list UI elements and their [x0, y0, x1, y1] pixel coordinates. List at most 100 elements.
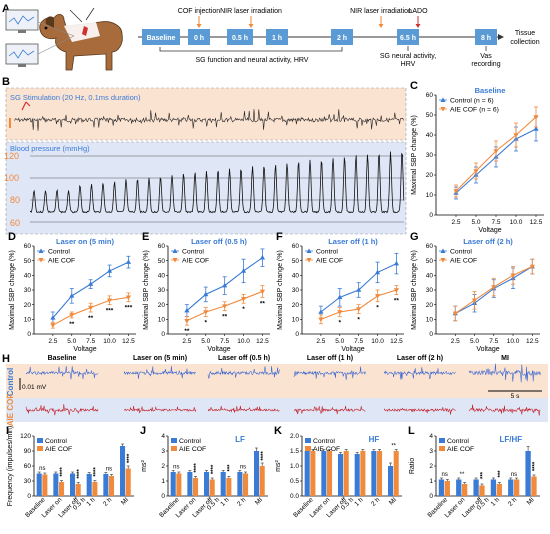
timeline-bottom-label: Vas	[480, 53, 492, 60]
x-tick-label: 2 h	[370, 496, 382, 508]
legend-label-aie: AIE COF	[48, 257, 75, 264]
significance-label: ****	[261, 451, 267, 461]
x-tick-label: 12.5	[256, 338, 269, 345]
y-tick-label: 60	[24, 463, 32, 470]
x-tick-label: 2.5	[316, 338, 325, 345]
y-tick-label: 1.5	[290, 448, 299, 455]
legend-swatch-control	[171, 438, 177, 443]
timeline-bottom-label: recording	[471, 61, 500, 68]
data-point	[222, 283, 227, 288]
y-tick-label: 60	[426, 243, 434, 250]
chart-title: LF	[235, 435, 245, 444]
monitor-icon-top	[6, 10, 38, 33]
row-label-aie: AIE COF	[6, 394, 15, 427]
panel-letter-b: B	[2, 76, 10, 88]
legend-label-aie: AIE COF (n = 6)	[450, 106, 499, 113]
y-tick-label: 50	[426, 258, 434, 265]
chart-panel-g: G Laser off (2 h) 0 10 20 30 40 50 60 2.5 5.0 7.5 10…	[410, 231, 540, 353]
y-axis-label: ms²	[275, 460, 282, 472]
chart-panel-f: F Laser off (1 h)01020304050602.5 5.0 7.5 10…	[276, 231, 404, 353]
y-tick-label: 90	[24, 448, 32, 455]
x-tick-label: 1 h	[219, 496, 231, 508]
column-header: MI	[501, 355, 509, 362]
y-tick-label: 50	[426, 112, 434, 119]
y-tick-label: 40	[292, 273, 300, 280]
timeline-arrowhead-icon	[249, 24, 254, 28]
timeline-bracket	[160, 47, 342, 51]
legend-label-aie: AIE COF	[447, 446, 474, 453]
y-axis-label: Ratio	[409, 458, 416, 474]
chart-panel-j: JLF01234ms² nsBaseline****Laser on****Las…	[140, 425, 268, 519]
bar	[360, 451, 365, 496]
y-tick-label: 20	[426, 172, 434, 179]
row-label-control: Control	[6, 368, 15, 396]
x-tick-label: 10.0	[103, 338, 116, 345]
y-axis-label: Maximal SBP change (%)	[143, 250, 150, 330]
y-tick-label: 3	[429, 448, 433, 455]
bar	[70, 474, 75, 497]
bar	[355, 454, 360, 496]
legend-label-aie: AIE COF	[313, 446, 340, 453]
bar	[126, 469, 131, 497]
bar	[42, 475, 47, 497]
bar	[462, 484, 467, 496]
y-tick-label: 40	[426, 273, 434, 280]
neural-activity-panel: HControlAIE COFBaseline Laser on (5 min) L…	[2, 353, 548, 426]
blood-pressure-title: Blood pressure (mmHg)	[10, 144, 90, 153]
y-axis-label: ms²	[141, 460, 148, 472]
legend-swatch-aie	[171, 446, 177, 451]
timeline-arrowhead-icon	[416, 24, 421, 28]
bar	[508, 480, 513, 497]
x-tick-label: 5.0	[471, 219, 480, 226]
significance-label: ****	[211, 464, 217, 474]
legend-label-control: Control	[182, 248, 204, 255]
x-tick-label: 5.0	[67, 338, 76, 345]
bp-tick-label: 60	[10, 218, 20, 228]
x-axis-label: Voltage	[478, 227, 501, 234]
bar	[221, 472, 226, 496]
timeline-box-label: 0 h	[194, 35, 204, 42]
significance-label: ns	[511, 472, 517, 478]
significance-label: **	[69, 321, 75, 328]
legend-label-control: Control	[316, 248, 338, 255]
x-tick-label: 10.0	[510, 219, 523, 226]
panel-letter: F	[276, 231, 283, 243]
timeline-box-label: Baseline	[147, 35, 176, 42]
significance-label: *	[242, 306, 245, 313]
x-tick-label: 12.5	[122, 338, 135, 345]
y-tick-label: 60	[426, 92, 434, 99]
timeline-top-label: LADO	[408, 8, 428, 15]
timeline-bottom-label: HRV	[401, 61, 416, 68]
significance-label: **	[391, 444, 396, 450]
y-tick-label: 10	[426, 317, 434, 324]
column-header: Laser on (5 min)	[133, 355, 187, 362]
legend-label-aie: AIE COF	[45, 446, 72, 453]
x-tick-label: 7.5	[354, 338, 363, 345]
panel-letter: K	[274, 425, 282, 437]
bar	[371, 451, 376, 496]
x-tick-label: 10.0	[371, 338, 384, 345]
significance-label: *	[205, 319, 208, 326]
bar	[439, 480, 444, 497]
significance-label: **	[88, 315, 94, 322]
bar	[210, 480, 215, 497]
y-tick-label: 20	[292, 302, 300, 309]
legend-swatch-control	[37, 438, 43, 443]
significance-label: ****	[93, 467, 99, 477]
bar	[327, 451, 332, 496]
significance-label: ***	[106, 308, 114, 315]
y-tick-label: 30	[158, 287, 166, 294]
chart-panel-d: D Laser on (5 min)01020304050602.5 5.0 7.5 1…	[8, 231, 136, 353]
y-tick-label: 120	[20, 433, 31, 440]
y-tick-label: 20	[426, 302, 434, 309]
y-tick-label: 30	[426, 287, 434, 294]
significance-label: ***	[481, 471, 487, 479]
data-point	[318, 309, 323, 314]
timeline-box-label: 0.5 h	[232, 35, 248, 42]
legend-label-control: Control	[447, 438, 469, 445]
bar	[92, 482, 97, 496]
bar	[204, 472, 209, 496]
legend-label-aie: AIE COF	[179, 446, 206, 453]
timeline-arrowhead-icon	[197, 24, 202, 28]
